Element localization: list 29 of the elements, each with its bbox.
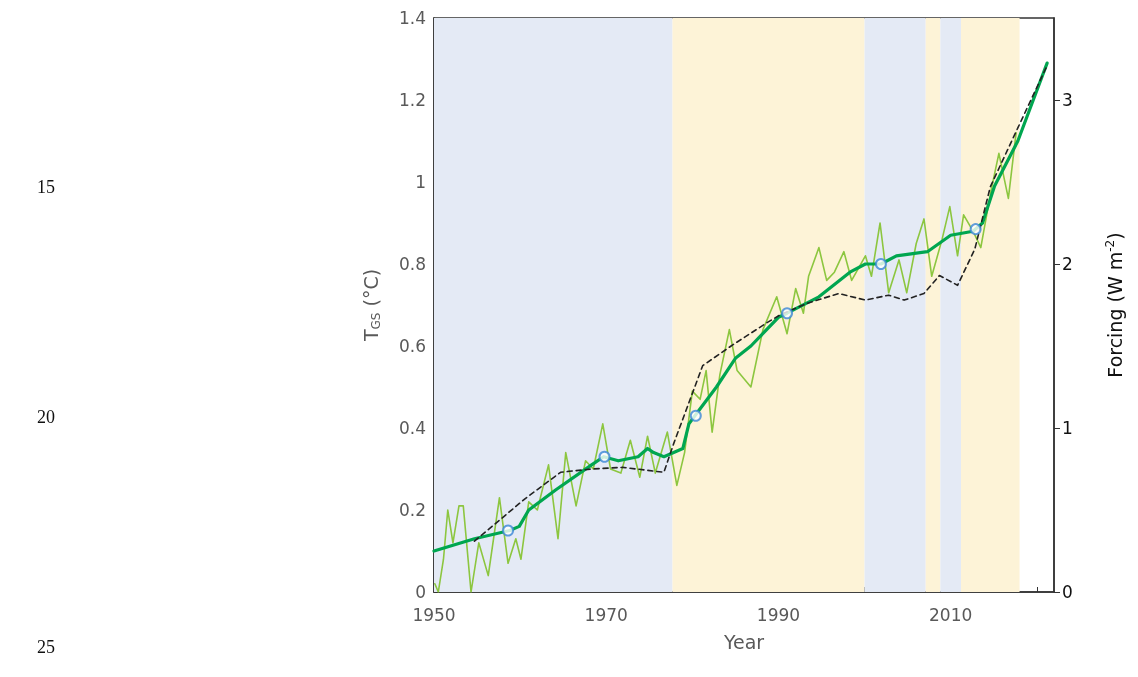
y-tick-label: 0.2 bbox=[398, 500, 426, 520]
y-axis-title: TGS (°C) bbox=[360, 268, 383, 343]
y2-tick-label: 2 bbox=[1062, 254, 1073, 274]
text: 20 bbox=[37, 407, 55, 427]
y2-tick-label: 1 bbox=[1062, 418, 1073, 438]
x-tick-label: 2010 bbox=[929, 604, 973, 625]
y-tick-label: 0.6 bbox=[398, 336, 426, 356]
y-tick-label: 0.4 bbox=[398, 418, 426, 438]
text: 15 bbox=[37, 177, 55, 197]
point bbox=[689, 409, 702, 422]
y2-tick-label: 3 bbox=[1062, 90, 1073, 110]
point bbox=[781, 307, 794, 320]
x-axis-title: Year bbox=[722, 630, 765, 653]
y-tick-label: 1.2 bbox=[398, 90, 426, 110]
point bbox=[502, 524, 515, 537]
text: 25 bbox=[37, 637, 55, 657]
point bbox=[598, 450, 611, 463]
point bbox=[969, 223, 982, 236]
x-tick-label: 1950 bbox=[412, 604, 456, 625]
y-tick-label: 1 bbox=[415, 172, 426, 192]
y2-tick-label: 0 bbox=[1062, 582, 1073, 602]
y2-axis-title: Forcing (W m-2) bbox=[1103, 232, 1126, 378]
x-tick-label: 1970 bbox=[584, 604, 628, 625]
point bbox=[874, 258, 887, 270]
line-series bbox=[434, 132, 1017, 593]
y-tick-label: 0.8 bbox=[398, 254, 426, 274]
y-tick-label: 0 bbox=[415, 582, 426, 602]
y-tick-label: 1.4 bbox=[398, 8, 426, 28]
x-tick-label: 1990 bbox=[756, 604, 801, 625]
